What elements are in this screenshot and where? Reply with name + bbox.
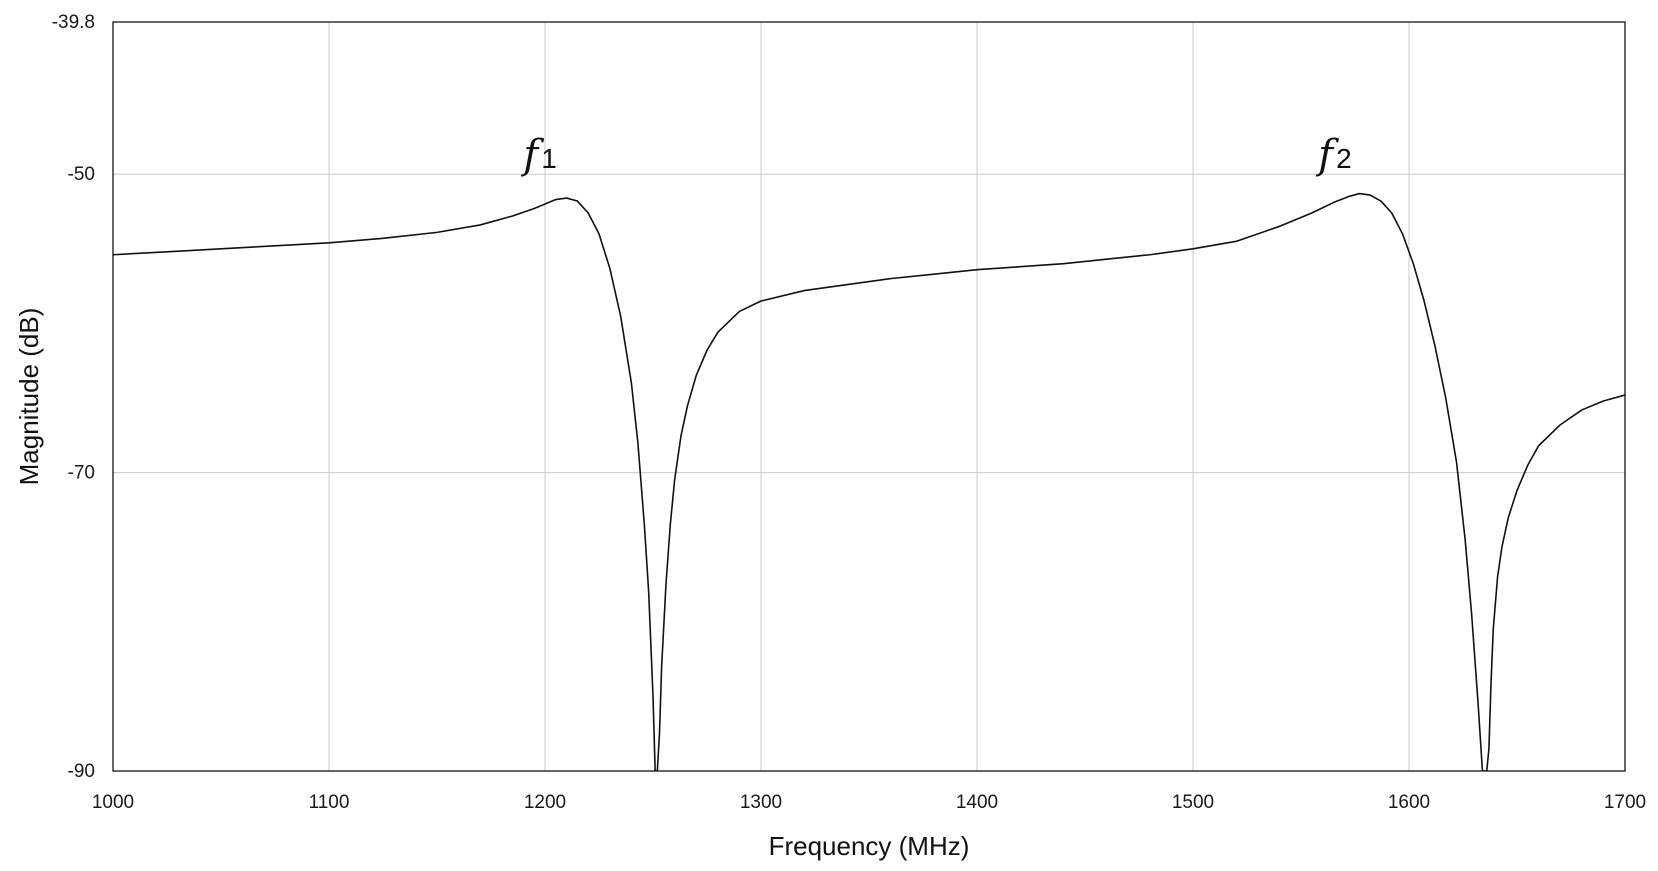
series-line-1 xyxy=(113,192,1625,771)
x-tick-label: 1100 xyxy=(309,792,350,813)
x-tick-label: 1200 xyxy=(524,792,566,813)
y-tick-label: -70 xyxy=(68,463,95,484)
x-tick-label: 1500 xyxy=(1172,792,1214,813)
x-tick-label: 1600 xyxy=(1388,792,1430,813)
plot-area xyxy=(113,192,1625,771)
y-axis-title: Magnitude (dB) xyxy=(14,308,44,486)
y-tick-label: -39.8 xyxy=(52,12,95,33)
x-tick-label: 1000 xyxy=(92,792,134,813)
gridlines xyxy=(113,22,1625,771)
y-tick-label: -90 xyxy=(68,761,95,782)
x-axis-title: Frequency (MHz) xyxy=(769,831,970,861)
plot-frame xyxy=(112,21,1626,772)
x-tick-label: 1300 xyxy=(740,792,782,813)
x-tick-label: 1700 xyxy=(1604,792,1646,813)
x-tick-label: 1400 xyxy=(956,792,998,813)
x-tick-labels: 1000 1100 1200 1300 1400 1500 1600 1700 xyxy=(92,792,1646,813)
y-tick-label: -50 xyxy=(68,164,95,185)
y-tick-labels: -39.8 -50 -70 -90 xyxy=(52,12,95,782)
